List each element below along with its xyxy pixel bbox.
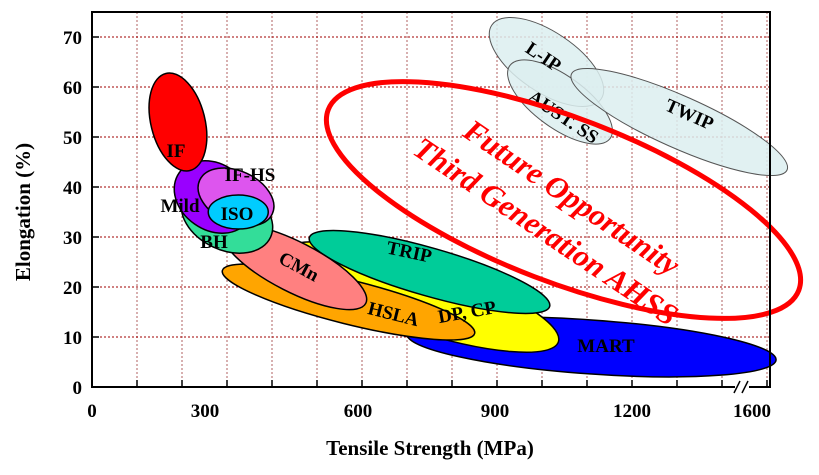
y-tick-label: 0 (73, 378, 83, 399)
y-tick-label: 10 (63, 328, 82, 349)
y-tick-label: 50 (63, 128, 82, 149)
region-label: IF-HS (225, 165, 276, 186)
x-tick-label: 1200 (613, 401, 651, 422)
x-tick-label: 900 (481, 401, 510, 422)
y-tick-label: 20 (63, 278, 82, 299)
axes: 0 300 600 900 1200 1600 0 10 20 30 40 50 60 70 (63, 11, 771, 422)
plot-frame (91, 11, 771, 388)
region-twip-ellipse (570, 67, 789, 177)
region-trip-ellipse (308, 229, 551, 315)
axis-break-mark (733, 380, 741, 394)
third-generation-ellipse (323, 79, 804, 321)
region-if-ellipse (148, 72, 208, 172)
y-tick-label: 30 (63, 228, 82, 249)
x-tick-label: 0 (87, 401, 97, 422)
x-tick-label: 300 (191, 401, 220, 422)
region-label: Mild (160, 196, 199, 217)
region-label: BH (200, 232, 228, 253)
y-axis-label: Elongation (%) (11, 143, 35, 281)
x-tick-label: 1600 (733, 401, 771, 422)
x-axis-label: Tensile Strength (MPa) (326, 436, 534, 460)
region-label: ISO (221, 204, 254, 225)
region-iso-ellipse (207, 194, 269, 230)
y-tick-label: 70 (63, 28, 82, 49)
region-label: IF (167, 141, 186, 162)
y-tick-label: 60 (63, 78, 82, 99)
axis-break-mark (741, 380, 749, 394)
x-tick-label: 600 (344, 401, 373, 422)
y-tick-label: 40 (63, 178, 82, 199)
region-label: MART (577, 336, 635, 357)
